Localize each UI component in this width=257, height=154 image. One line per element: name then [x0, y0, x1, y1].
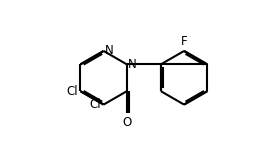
Text: Cl: Cl — [66, 85, 78, 98]
Text: O: O — [122, 116, 132, 129]
Text: Cl: Cl — [89, 98, 101, 111]
Text: N: N — [128, 58, 137, 71]
Text: N: N — [105, 45, 114, 57]
Text: F: F — [181, 35, 187, 48]
